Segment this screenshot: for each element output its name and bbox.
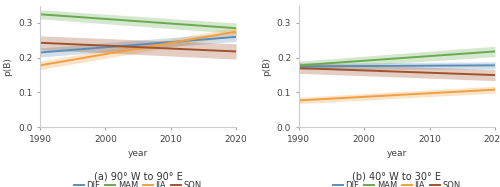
- Y-axis label: p(B): p(B): [262, 57, 272, 76]
- Legend: DJF, MAM, JJA, SON: DJF, MAM, JJA, SON: [330, 177, 464, 187]
- Y-axis label: p(B): p(B): [4, 57, 13, 76]
- Text: (b) 40° W to 30° E: (b) 40° W to 30° E: [352, 171, 442, 181]
- X-axis label: year: year: [128, 149, 148, 158]
- Legend: DJF, MAM, JJA, SON: DJF, MAM, JJA, SON: [70, 177, 206, 187]
- X-axis label: year: year: [387, 149, 407, 158]
- Text: (a) 90° W to 90° E: (a) 90° W to 90° E: [94, 171, 182, 181]
